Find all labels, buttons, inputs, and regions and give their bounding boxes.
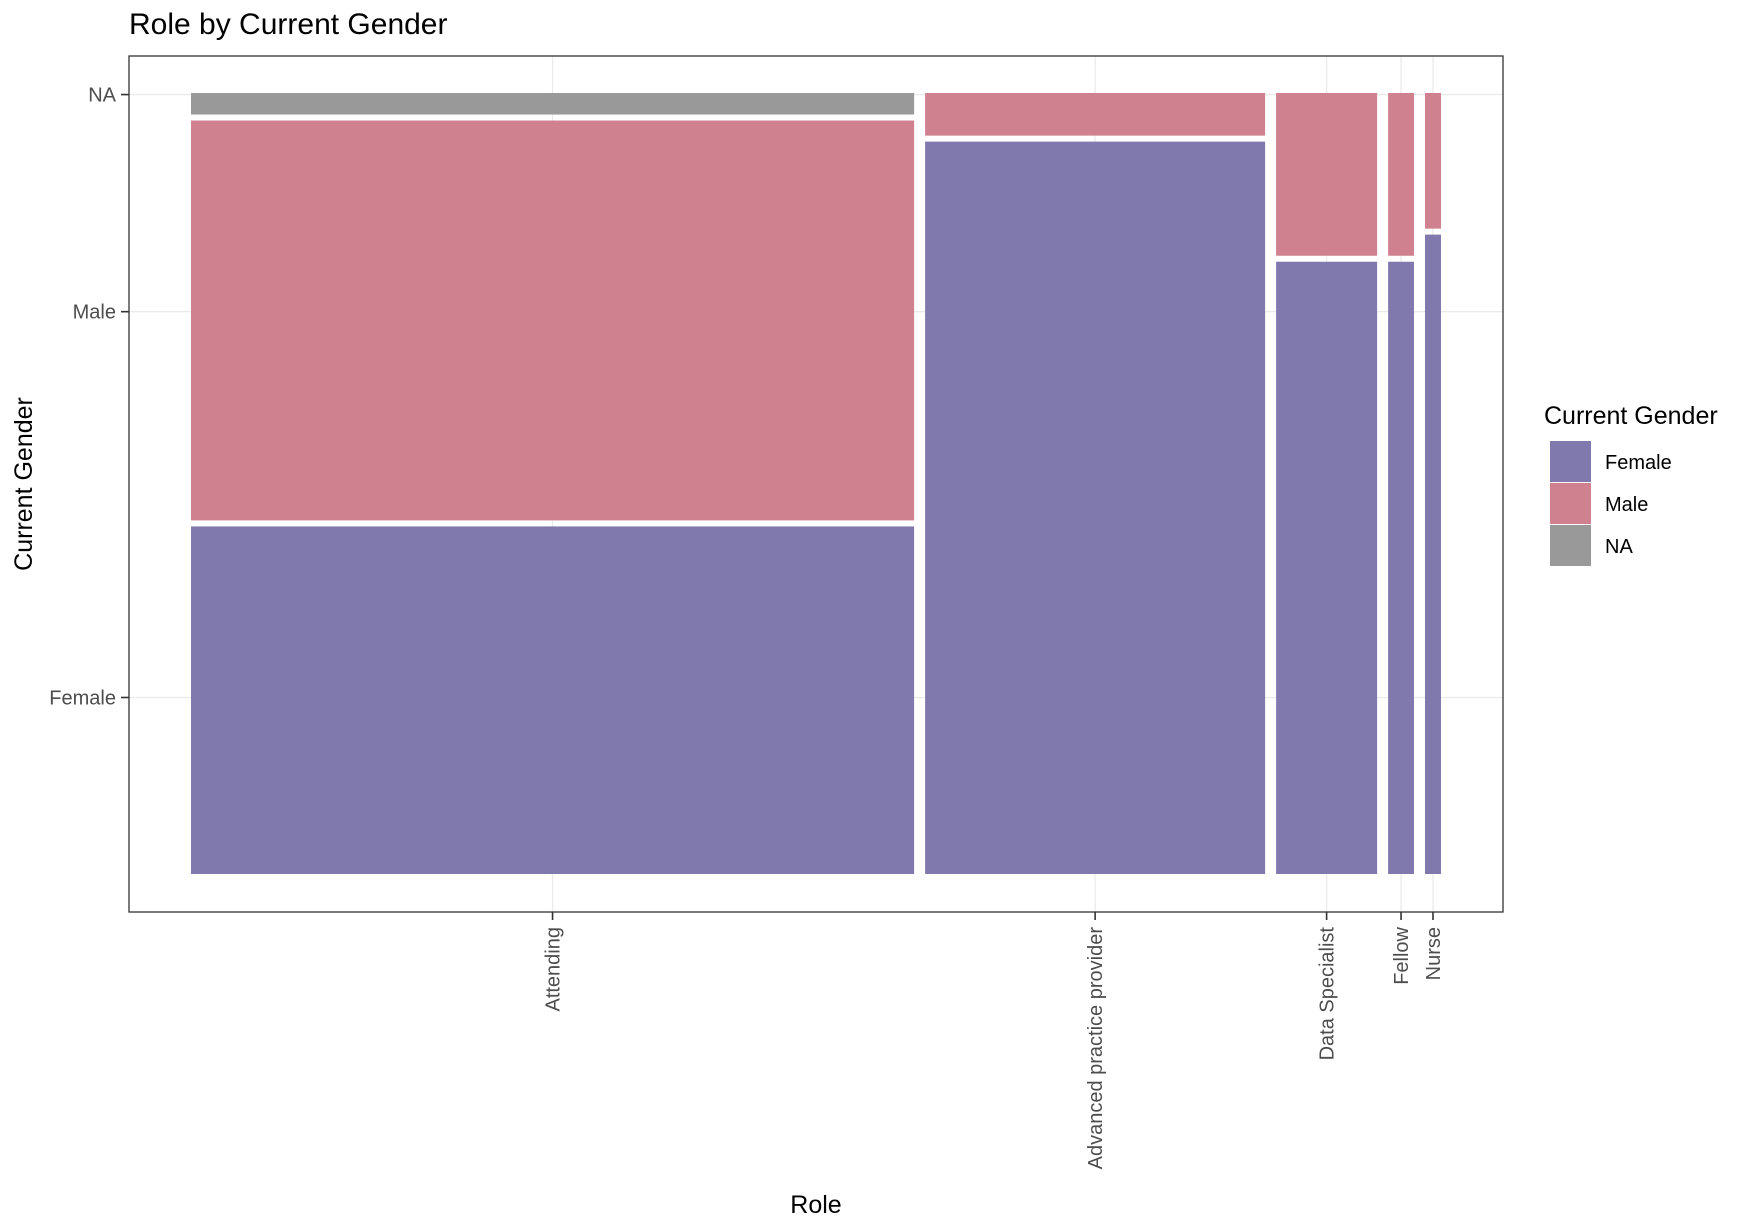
tile-advanced-practice-provider-female [925,142,1265,874]
legend-label-na: NA [1605,536,1633,558]
x-tick-label-advanced-practice-provider: Advanced practice provider [1085,927,1107,1170]
y-axis-title: Current Gender [10,397,38,571]
plot-panel [129,56,1503,912]
tile-attending-na [191,93,914,115]
tile-attending-female [191,526,914,874]
x-tick-label-data-specialist: Data Specialist [1317,927,1339,1061]
chart-title: Role by Current Gender [129,8,448,41]
tile-data-specialist-female [1276,262,1377,874]
y-axis: Female Male NA [49,85,129,710]
tile-advanced-practice-provider-male [925,93,1265,136]
legend-key-male [1550,483,1591,524]
tile-nurse-female [1425,235,1441,874]
tile-attending-male [191,121,914,521]
legend-label-female: Female [1605,452,1672,474]
mosaic-tiles [191,93,1441,874]
legend-label-male: Male [1605,494,1648,516]
legend-key-na [1550,525,1591,566]
x-tick-label-attending: Attending [543,927,565,1012]
x-tick-label-fellow: Fellow [1391,926,1413,984]
tile-data-specialist-male [1276,93,1377,256]
y-tick-label-female: Female [49,687,116,709]
tile-fellow-male [1388,93,1414,256]
x-axis-title: Role [790,1191,841,1219]
tile-nurse-male [1425,93,1441,229]
x-tick-label-nurse: Nurse [1423,927,1445,980]
legend-key-female [1550,441,1591,482]
legend-title: Current Gender [1544,402,1718,430]
y-tick-label-na: NA [88,85,116,107]
tile-fellow-female [1388,262,1414,874]
x-axis: Attending Advanced practice provider Data … [543,912,1445,1169]
y-tick-label-male: Male [73,302,116,324]
legend: Current Gender Female Male NA [1544,402,1718,566]
